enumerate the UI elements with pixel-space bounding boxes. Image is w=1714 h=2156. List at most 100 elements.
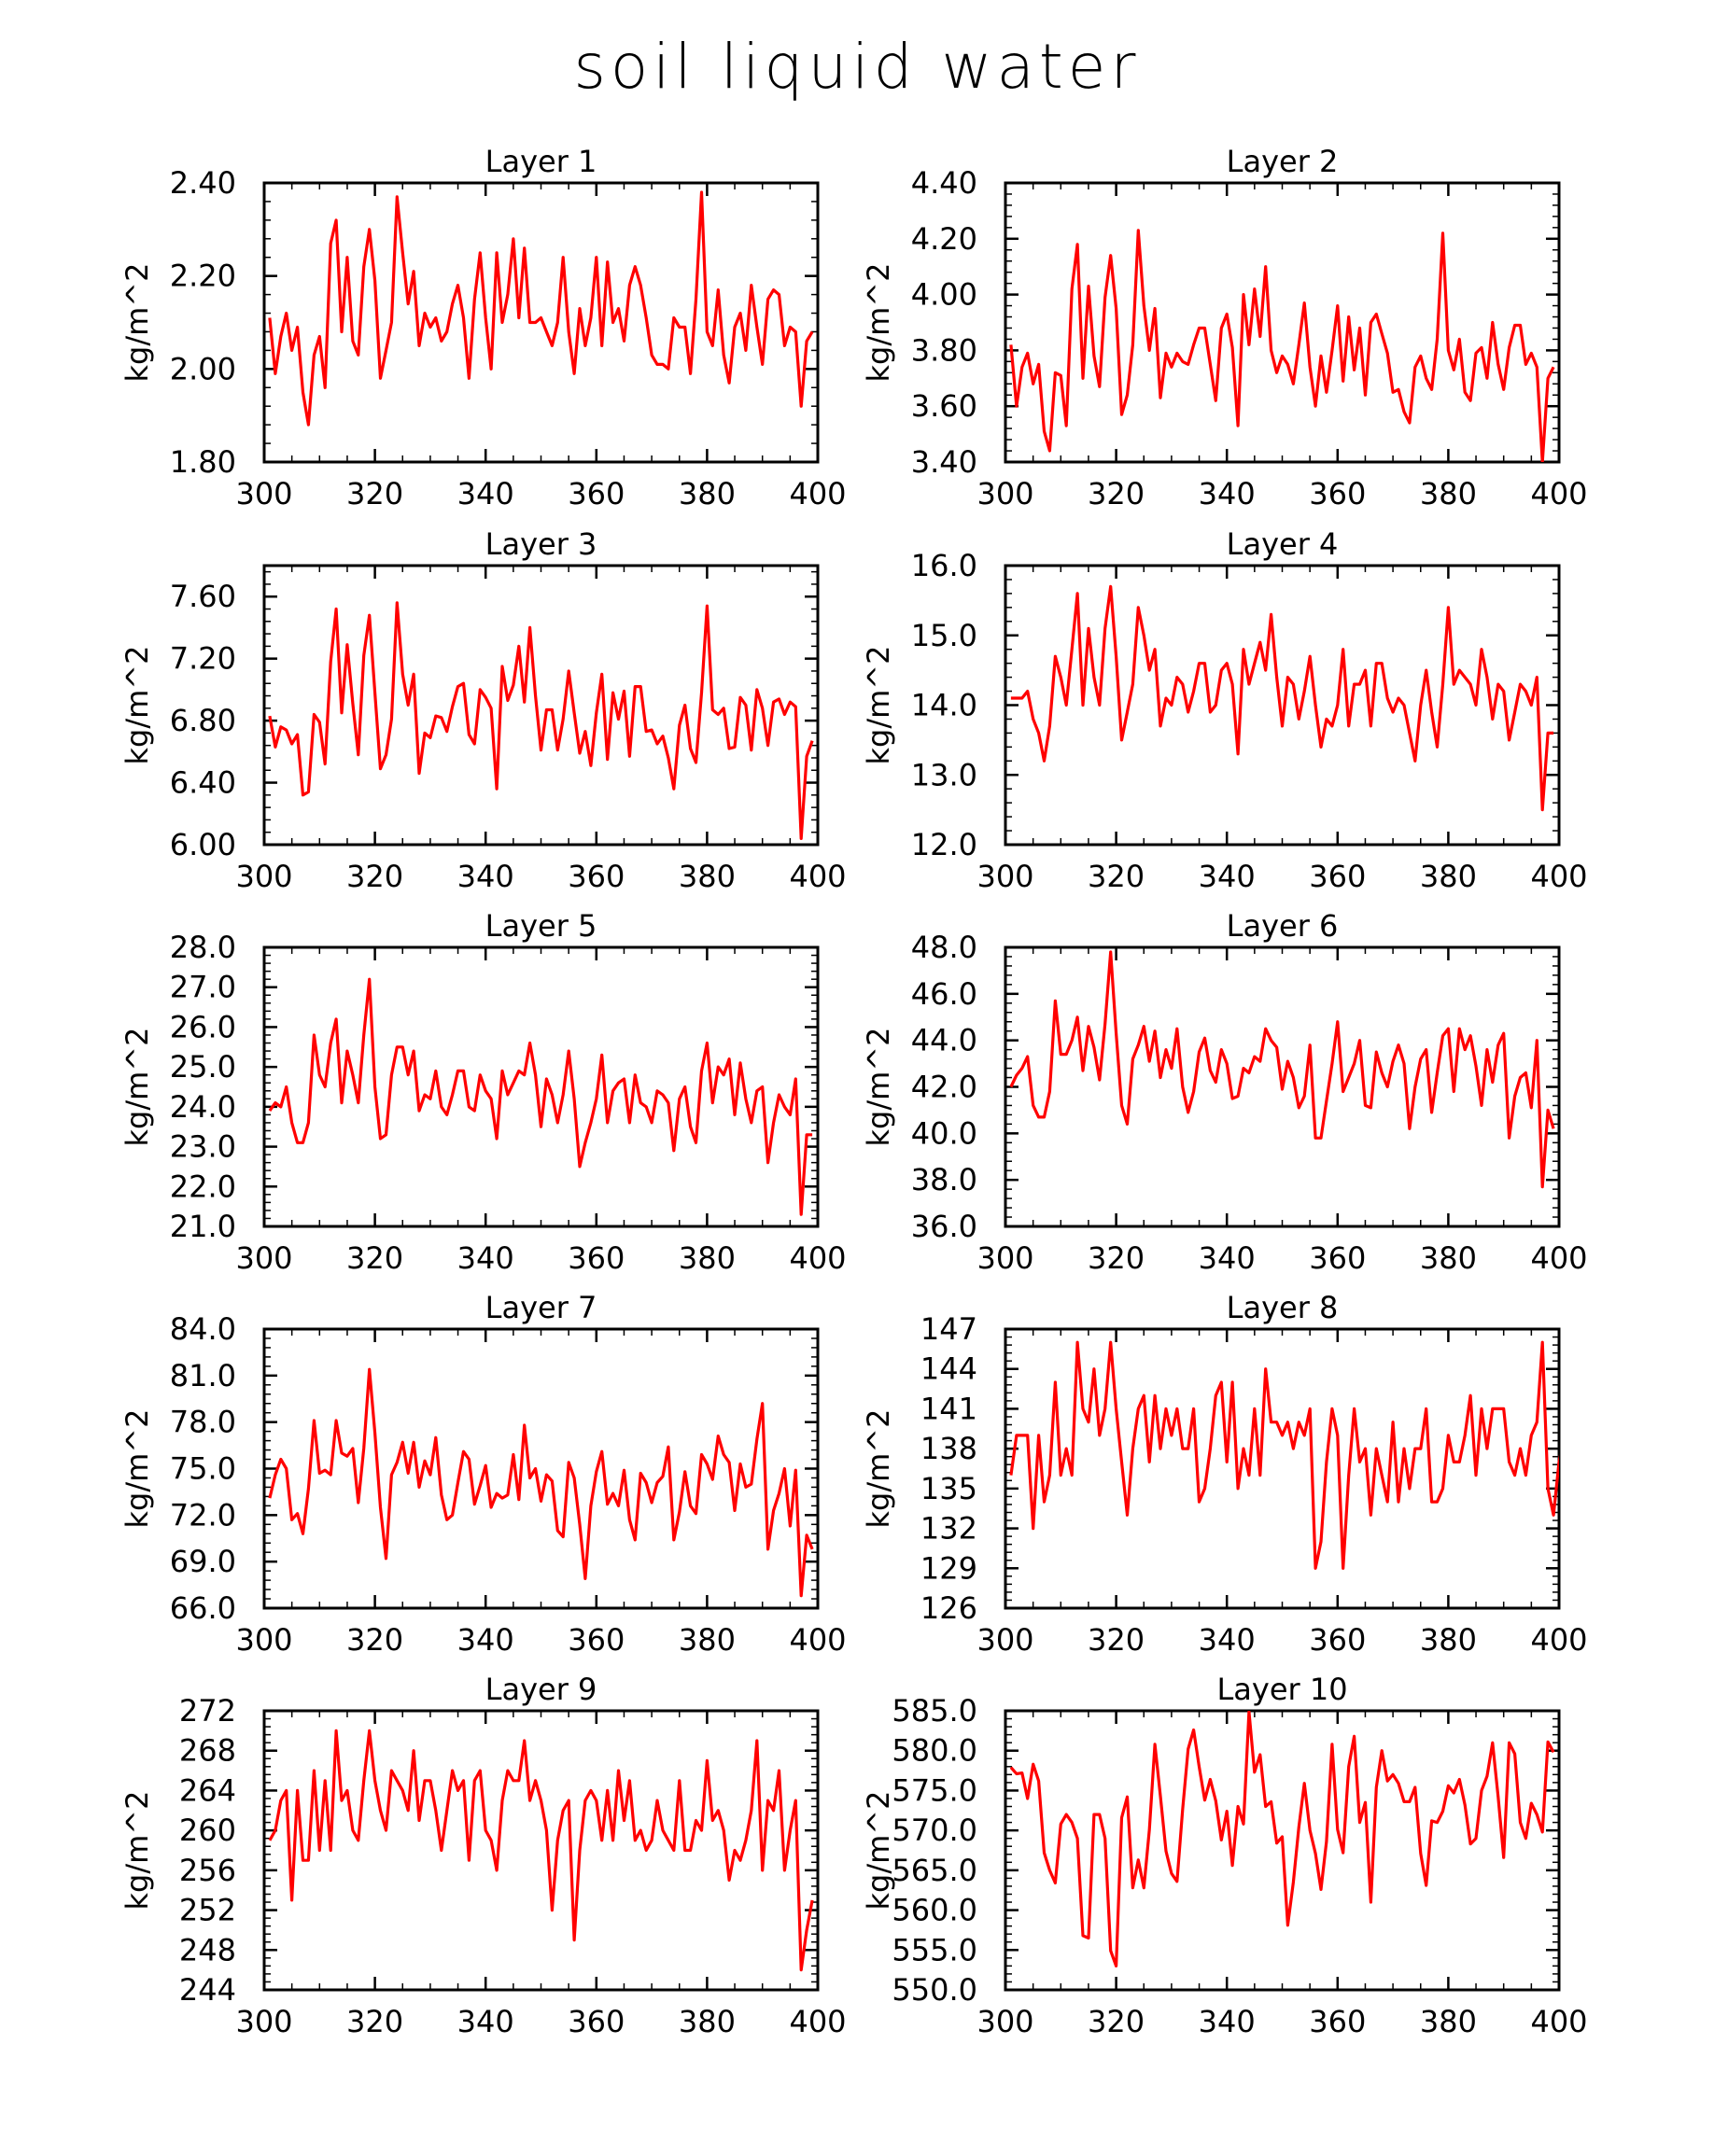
series-line-layer-4 (1010, 584, 1554, 812)
x-tick-label: 380 (679, 859, 736, 894)
panel-layer-9: Layer 9 kg/m^2 300 320 340 360 380 400 244 248 252… (119, 1672, 847, 2039)
x-tick-label: 400 (1530, 1622, 1587, 1658)
panel-layer-3: Layer 3 kg/m^2 300 320 340 360 380 400 6.00 6.40 6… (119, 526, 847, 894)
x-tick-label: 400 (1530, 476, 1587, 511)
x-tick-label: 340 (1199, 1622, 1256, 1658)
y-tick-label: 260 (179, 1813, 236, 1848)
panel-title: Layer 2 (1227, 144, 1339, 179)
x-tick-label: 320 (346, 476, 403, 511)
x-tick-label: 320 (346, 1622, 403, 1658)
y-tick-label: 21.0 (170, 1209, 236, 1244)
x-tick-label: 300 (976, 1240, 1033, 1276)
y-tick-label: 26.0 (170, 1009, 236, 1044)
panel-layer-5: Layer 5 kg/m^2 300 320 340 360 380 400 21.0 22.0 2… (119, 908, 847, 1276)
x-tick-label: 360 (1309, 1240, 1366, 1276)
series-line-layer-9 (268, 1729, 814, 1972)
y-tick-label: 28.0 (170, 930, 236, 965)
y-tick-label: 256 (179, 1853, 236, 1888)
y-tick-label: 38.0 (911, 1162, 977, 1197)
x-tick-label: 300 (976, 859, 1033, 894)
y-tick-label: 2.00 (170, 351, 236, 386)
y-tick-label: 75.0 (170, 1451, 236, 1487)
y-tick-label: 272 (179, 1693, 236, 1729)
y-tick-label: 2.20 (170, 259, 236, 294)
x-tick-label: 300 (235, 476, 292, 511)
x-tick-label: 300 (976, 1622, 1033, 1658)
x-tick-label: 360 (568, 2004, 625, 2039)
y-tick-label: 72.0 (170, 1497, 236, 1533)
x-tick-label: 360 (1309, 1622, 1366, 1658)
x-tick-label: 340 (457, 1622, 514, 1658)
y-tick-label: 84.0 (170, 1311, 236, 1347)
y-axis-label: kg/m^2 (119, 1791, 155, 1911)
plot-frame (262, 1327, 820, 1610)
y-tick-label: 138 (920, 1431, 977, 1466)
y-tick-label: 24.0 (170, 1089, 236, 1125)
x-tick-label: 380 (1420, 1622, 1477, 1658)
x-tick-label: 320 (1088, 859, 1145, 894)
x-tick-label: 320 (1088, 2004, 1145, 2039)
y-tick-label: 78.0 (170, 1405, 236, 1440)
y-axis-label: kg/m^2 (861, 1409, 896, 1529)
x-tick-label: 360 (568, 476, 625, 511)
series-line-layer-6 (1009, 950, 1555, 1189)
y-tick-label: 244 (179, 1972, 236, 2008)
y-tick-label: 126 (920, 1590, 977, 1626)
y-tick-label: 6.80 (170, 703, 236, 738)
panel-title: Layer 5 (485, 908, 597, 944)
y-tick-label: 550.0 (892, 1972, 977, 2008)
y-tick-label: 15.0 (911, 618, 977, 653)
y-tick-label: 27.0 (170, 970, 236, 1005)
y-tick-label: 12.0 (911, 827, 977, 862)
y-tick-label: 264 (179, 1772, 236, 1808)
plot-frame (1004, 181, 1561, 464)
y-tick-label: 25.0 (170, 1049, 236, 1085)
panel-layer-1: Layer 1 kg/m^2 300 320 340 360 380 400 1.80 2.00 2… (119, 144, 847, 511)
y-tick-label: 42.0 (911, 1070, 977, 1105)
x-tick-label: 380 (679, 476, 736, 511)
y-axis-label: kg/m^2 (119, 646, 155, 765)
y-tick-label: 268 (179, 1733, 236, 1769)
x-tick-label: 300 (235, 1240, 292, 1276)
y-axis-label: kg/m^2 (861, 646, 896, 765)
y-tick-label: 6.00 (170, 827, 236, 862)
x-tick-label: 360 (1309, 476, 1366, 511)
y-tick-label: 252 (179, 1893, 236, 1928)
x-tick-label: 340 (1199, 1240, 1256, 1276)
plot-frame (262, 181, 820, 464)
y-tick-label: 141 (920, 1391, 977, 1426)
y-axis-label: kg/m^2 (119, 1409, 155, 1529)
x-tick-label: 360 (568, 1240, 625, 1276)
x-tick-label: 380 (1420, 1240, 1477, 1276)
y-tick-label: 14.0 (911, 688, 977, 723)
y-tick-label: 132 (920, 1511, 977, 1547)
panels: Layer 1 kg/m^2 300 320 340 360 380 400 1.80 2.00 2… (119, 144, 1588, 2039)
y-axis-label: kg/m^2 (119, 263, 155, 383)
x-tick-label: 340 (457, 1240, 514, 1276)
series-line-layer-10 (1009, 1711, 1555, 1967)
y-tick-label: 129 (920, 1550, 977, 1586)
y-tick-label: 555.0 (892, 1932, 977, 1967)
x-tick-label: 380 (679, 2004, 736, 2039)
x-tick-label: 300 (235, 1622, 292, 1658)
y-tick-label: 1.80 (170, 444, 236, 480)
y-tick-label: 585.0 (892, 1693, 977, 1729)
x-tick-label: 400 (1530, 859, 1587, 894)
x-tick-label: 300 (976, 2004, 1033, 2039)
panel-title: Layer 6 (1227, 908, 1339, 944)
x-tick-label: 300 (235, 2004, 292, 2039)
y-tick-label: 7.20 (170, 641, 236, 677)
panel-title: Layer 7 (485, 1290, 597, 1325)
y-tick-label: 3.60 (911, 388, 977, 424)
y-tick-label: 2.40 (170, 165, 236, 201)
x-tick-label: 320 (1088, 476, 1145, 511)
x-tick-label: 300 (235, 859, 292, 894)
series-line-layer-2 (1009, 229, 1555, 462)
y-axis-label: kg/m^2 (861, 1028, 896, 1147)
x-tick-label: 380 (1420, 476, 1477, 511)
y-tick-label: 66.0 (170, 1590, 236, 1626)
panel-layer-2: Layer 2 kg/m^2 300 320 340 360 380 400 3.40 3.60 3… (861, 144, 1588, 511)
panel-layer-4: Layer 4 kg/m^2 300 320 340 360 380 400 12.0 13.0 1… (861, 526, 1588, 894)
x-tick-label: 360 (1309, 2004, 1366, 2039)
y-tick-label: 565.0 (892, 1853, 977, 1888)
